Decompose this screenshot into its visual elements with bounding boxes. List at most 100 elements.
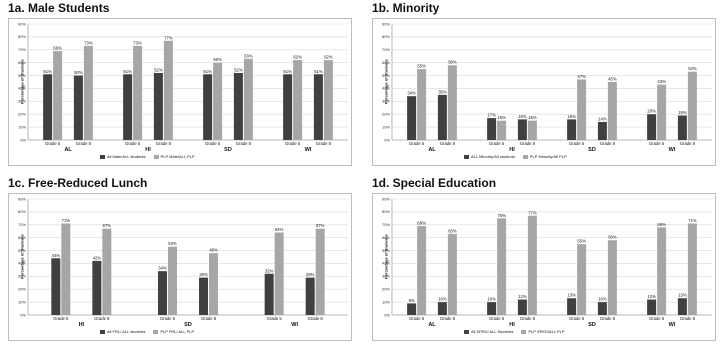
x-tick-label: Grade 8 [308, 316, 324, 321]
group-label: AL [428, 322, 436, 328]
x-tick-label: Grade 5 [53, 316, 69, 321]
data-label: 75% [497, 213, 506, 218]
bar [323, 60, 333, 140]
data-label: 10% [487, 297, 496, 302]
legend-item: PLP FRL/ ALL PLP [153, 329, 194, 334]
y-tick-label: 50% [18, 248, 26, 253]
x-tick-label: Grade 8 [600, 141, 616, 146]
legend-swatch-series2 [153, 154, 159, 159]
x-tick-label: Grade 5 [205, 141, 221, 146]
group-label: SD [588, 322, 596, 328]
bar [647, 299, 657, 315]
x-tick-label: Grade 8 [76, 141, 92, 146]
bar [577, 79, 587, 140]
bar [517, 299, 527, 315]
bar [487, 302, 497, 315]
data-label: 29% [199, 272, 208, 277]
x-tick-label: Grade 8 [316, 141, 332, 146]
bar [157, 271, 167, 315]
y-tick-label: 80% [382, 34, 390, 39]
legend-label: ALL Minority/All students [471, 154, 515, 159]
group-label: AL [64, 147, 72, 153]
bar [102, 228, 112, 315]
legend-label: PLP FRL/ ALL PLP [160, 329, 195, 334]
bar [517, 119, 527, 140]
y-tick-label: 30% [18, 274, 26, 279]
y-tick-label: 40% [18, 86, 26, 91]
y-tick-label: 70% [382, 222, 390, 227]
bar [497, 218, 507, 315]
data-label: 19% [678, 110, 687, 115]
y-tick-label: 10% [382, 124, 390, 129]
data-label: 16% [567, 114, 576, 119]
x-tick-label: Grade 5 [569, 141, 585, 146]
x-tick-label: Grade 5 [649, 141, 665, 146]
legend-label: All FRL/ ALL students [107, 329, 146, 334]
y-tick-label: 60% [382, 60, 390, 65]
legend-label: All SPED/ ALL Students [471, 329, 514, 334]
bar [487, 118, 497, 140]
data-label: 16% [518, 114, 527, 119]
bar-chart-svg: 0% 10% 20% 30% 40% 50% 60% 70% 80% 90% 44% 71% Grade… [18, 196, 348, 328]
bar [567, 119, 577, 140]
group-label: SD [184, 322, 192, 328]
bar [497, 120, 507, 140]
x-tick-label: Grade 8 [94, 316, 110, 321]
y-tick-label: 20% [18, 112, 26, 117]
bar [597, 302, 607, 315]
legend-label: PLP Male/ALL PLP [160, 154, 195, 159]
data-label: 32% [265, 268, 274, 273]
x-tick-label: Grade 8 [520, 316, 536, 321]
x-tick-label: Grade 8 [520, 141, 536, 146]
x-tick-label: Grade 8 [156, 141, 172, 146]
group-label: HI [79, 322, 85, 328]
group-label: WI [291, 322, 298, 328]
bar [243, 58, 253, 140]
legend-item: All FRL/ ALL students [100, 329, 145, 334]
chart-title: 1b. Minority [372, 1, 440, 15]
bar-chart-svg: 0% 10% 20% 30% 40% 50% 60% 70% 80% 90% 51% 69% Grade… [18, 21, 348, 153]
bar [597, 121, 607, 140]
y-tick-label: 80% [18, 34, 26, 39]
y-tick-label: 90% [18, 196, 26, 201]
legend: All Male/ALL students PLP Male/ALL PLP [100, 154, 195, 159]
chart-panel-1b: 1b. Minority Percentage of Students 0% 10… [364, 0, 720, 171]
group-label: HI [509, 147, 515, 153]
data-label: 13% [678, 293, 687, 298]
y-tick-label: 80% [18, 209, 26, 214]
bar [274, 232, 284, 315]
group-label: WI [305, 147, 312, 153]
bar [83, 45, 93, 140]
data-label: 67% [316, 223, 325, 228]
x-tick-label: Grade 8 [680, 316, 696, 321]
y-tick-label: 90% [382, 21, 390, 26]
data-label: 20% [647, 109, 656, 114]
x-tick-label: Grade 5 [489, 316, 505, 321]
y-tick-label: 90% [382, 196, 390, 201]
bar [199, 277, 209, 315]
bar [407, 303, 417, 315]
bar [315, 228, 325, 315]
legend: All FRL/ ALL students PLP FRL/ ALL PLP [100, 329, 194, 334]
x-tick-label: Grade 8 [440, 316, 456, 321]
y-tick-label: 40% [18, 261, 26, 266]
bar [417, 69, 427, 140]
y-tick-label: 0% [384, 312, 390, 317]
bar [577, 244, 587, 315]
bar [677, 115, 687, 140]
bar [657, 84, 667, 140]
data-label: 60% [213, 57, 222, 62]
bar [687, 71, 697, 140]
x-tick-label: Grade 8 [600, 316, 616, 321]
bar [233, 72, 243, 140]
legend-label: All Male/ALL students [107, 154, 146, 159]
bar [677, 298, 687, 315]
y-tick-label: 10% [18, 299, 26, 304]
bar [305, 277, 315, 315]
bar-chart-svg: 0% 10% 20% 30% 40% 50% 60% 70% 80% 90% 34% 55% Grade… [382, 21, 712, 153]
y-tick-label: 50% [382, 248, 390, 253]
group-label: AL [428, 147, 436, 153]
data-label: 45% [608, 77, 617, 82]
bar [527, 215, 537, 315]
data-label: 51% [203, 69, 212, 74]
